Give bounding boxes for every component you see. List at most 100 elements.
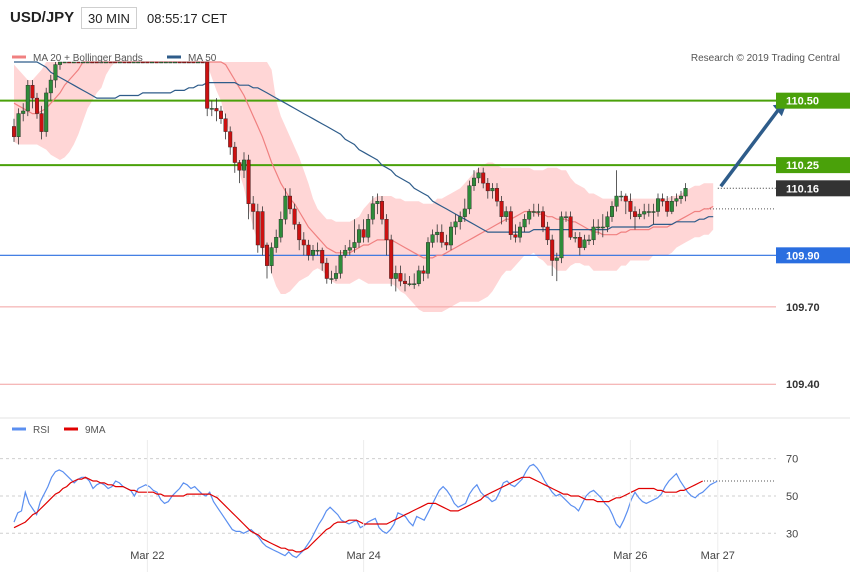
candle-body (278, 219, 283, 238)
candle-body (564, 216, 569, 218)
candle-body (255, 211, 260, 246)
candle (407, 275, 412, 287)
candle (596, 219, 601, 235)
candle (361, 219, 366, 243)
candle-body (16, 113, 21, 137)
candle-body (168, 61, 173, 64)
candle-body (209, 108, 214, 110)
timestamp: 08:55:17 CET (147, 11, 228, 26)
candle (58, 61, 63, 70)
level-label-bg-110.25 (776, 157, 850, 174)
candle (591, 219, 596, 246)
candle-body (614, 195, 619, 207)
candle-body (623, 195, 628, 202)
candle-body (292, 208, 297, 225)
candle-body (288, 195, 293, 210)
candle-body (384, 219, 389, 241)
bollinger-band (14, 62, 714, 312)
candle (633, 206, 638, 230)
candle (679, 190, 684, 204)
candle (495, 183, 500, 207)
candle (21, 103, 26, 122)
interval-selector[interactable]: 30 MIN (81, 7, 137, 29)
candle-body (90, 61, 95, 64)
candle-body (683, 188, 688, 197)
candle-body (522, 219, 527, 228)
candle-body (600, 226, 605, 229)
candle-body (62, 61, 67, 64)
candle (550, 234, 555, 276)
candle (159, 61, 164, 64)
candle (53, 62, 58, 88)
candle (172, 61, 177, 64)
candle-body (352, 242, 357, 248)
candle-body (403, 280, 408, 284)
candle-body (58, 61, 63, 65)
candle-body (531, 211, 536, 213)
candle (218, 105, 223, 124)
ma50-legend-label: MA 50 (188, 53, 217, 64)
candle-body (674, 198, 679, 202)
rsi-tick-70: 70 (786, 454, 798, 466)
price-legend: MA 20 + Bollinger Bands MA 50 Research ©… (12, 53, 840, 64)
candle (499, 196, 504, 225)
candle (476, 167, 481, 184)
candle-body (449, 226, 454, 246)
candle-body (35, 97, 40, 114)
candle (352, 219, 357, 253)
x-tick-label: Mar 22 (130, 550, 164, 562)
candle-body (163, 61, 168, 64)
candle-body (85, 61, 90, 64)
candle-body (21, 110, 26, 114)
candle (62, 61, 67, 64)
candle (311, 245, 316, 261)
candle-body (407, 283, 412, 285)
level-label-bg-110.16 (776, 180, 850, 197)
candle (393, 265, 398, 292)
candle-body (338, 255, 343, 274)
candle-body (380, 200, 385, 220)
candle-body (541, 211, 546, 228)
candle (246, 154, 251, 220)
candle-body (642, 211, 647, 215)
candle (154, 61, 159, 64)
candle-body (334, 273, 339, 279)
level-label-109.70: 109.70 (786, 302, 820, 314)
candle (462, 198, 467, 222)
candle (122, 61, 127, 64)
candle (660, 193, 665, 207)
candle-body (490, 188, 495, 192)
candle-body (343, 249, 348, 256)
candle (265, 242, 270, 279)
candle-body (577, 237, 582, 248)
candle-body (315, 249, 320, 252)
candle-body (154, 61, 159, 64)
candle (228, 126, 233, 155)
candle (182, 61, 187, 64)
candle-body (11, 126, 16, 137)
candle-body (80, 61, 85, 64)
candle (412, 273, 417, 289)
candle-body (393, 273, 398, 279)
candle-body (76, 61, 81, 64)
candle-body (361, 229, 366, 238)
candle-body (619, 195, 624, 198)
candle-body (67, 61, 72, 64)
candle (458, 211, 463, 230)
candle (403, 273, 408, 292)
candle-body (582, 239, 587, 248)
candle (126, 61, 131, 64)
candle-body (53, 64, 58, 81)
candle (320, 247, 325, 271)
level-label-pointer-109.90 (776, 247, 782, 264)
candle-body (145, 61, 150, 64)
candle (522, 214, 527, 233)
candle-body (357, 229, 362, 243)
rsi-panel: RSI 9MA 30 50 70 (0, 417, 850, 559)
candle (416, 265, 421, 287)
candle-body (140, 61, 145, 64)
candle (656, 193, 661, 217)
candle (209, 100, 214, 117)
candle (545, 221, 550, 246)
candle (481, 167, 486, 189)
